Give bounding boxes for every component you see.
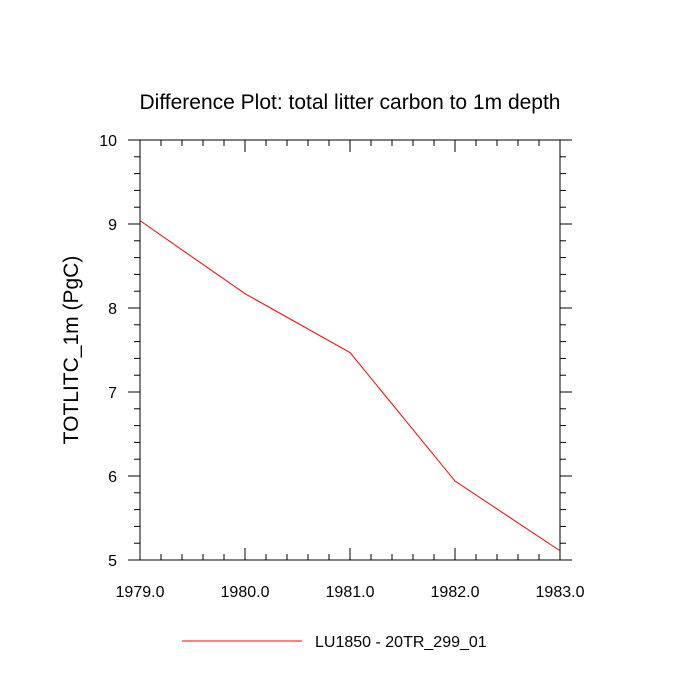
x-tick-label: 1981.0 [326,584,375,601]
y-tick-label: 6 [108,469,117,486]
legend-label-0: LU1850 - 20TR_299_01 [315,634,487,651]
x-tick-label: 1979.0 [116,584,165,601]
y-tick-label: 8 [108,301,117,318]
x-tick-label: 1982.0 [431,584,480,601]
chart-title: Difference Plot: total litter carbon to … [139,91,560,114]
y-tick-label: 7 [108,385,117,402]
y-axis-label: TOTLITC_1m (PgC) [60,256,83,445]
y-tick-label: 10 [99,133,117,150]
y-tick-label: 9 [108,217,117,234]
x-tick-label: 1983.0 [536,584,585,601]
y-tick-label: 5 [108,553,117,570]
x-tick-label: 1980.0 [221,584,270,601]
series-line-0 [139,220,561,552]
plot-frame [139,139,561,561]
